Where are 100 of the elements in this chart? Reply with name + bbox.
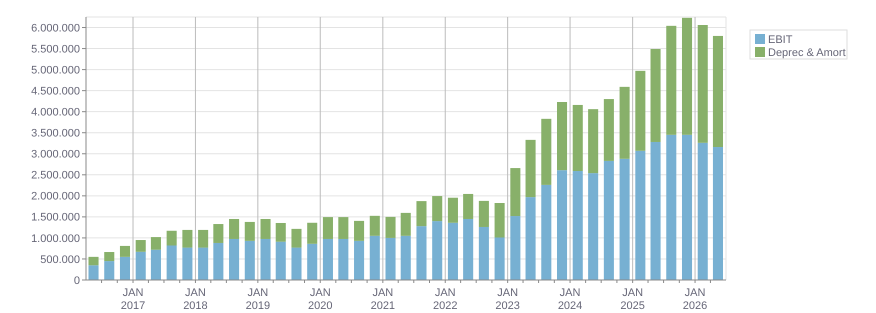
bar <box>588 173 598 280</box>
bar <box>620 86 630 159</box>
bar <box>620 158 630 280</box>
bar <box>322 217 333 239</box>
bar <box>400 236 411 280</box>
y-tick-label: 1.500.000 <box>31 212 80 224</box>
x-tick-label: JAN 2021 <box>370 287 396 312</box>
bar <box>182 248 192 280</box>
bar <box>604 160 614 280</box>
bar <box>370 236 380 280</box>
bar <box>213 224 224 243</box>
bar <box>229 238 240 280</box>
bar <box>276 222 286 242</box>
bar <box>698 24 708 143</box>
x-tick-label: JAN 2025 <box>620 287 645 312</box>
bar <box>682 134 692 280</box>
bar <box>244 222 255 241</box>
x-tick-label: JAN 2022 <box>433 287 458 312</box>
bar <box>432 221 442 280</box>
bar <box>448 198 458 223</box>
bar <box>291 228 302 248</box>
x-tick-label: JAN 2024 <box>558 287 582 312</box>
bar <box>604 99 614 161</box>
bar <box>478 226 489 280</box>
y-tick-label: 2.500.000 <box>31 170 80 182</box>
bar <box>338 238 348 280</box>
legend-label: Deprec & Amort <box>768 46 846 59</box>
y-tick-label: 0 <box>74 274 80 287</box>
bar <box>432 196 442 222</box>
bar <box>526 140 536 198</box>
bar <box>198 230 208 248</box>
bar <box>526 197 536 280</box>
bar <box>572 104 583 172</box>
x-tick-label: JAN 2017 <box>120 287 146 312</box>
bar <box>385 216 396 238</box>
bar <box>307 244 318 280</box>
bar <box>635 70 646 151</box>
bar <box>650 48 661 142</box>
bar <box>120 246 130 257</box>
bar <box>494 238 505 280</box>
bar <box>150 250 161 280</box>
bar <box>88 265 99 280</box>
bar <box>541 184 552 280</box>
bar <box>635 150 646 280</box>
bar <box>244 240 255 280</box>
x-tick-label: JAN 2020 <box>308 287 332 312</box>
bar <box>463 194 474 219</box>
bar <box>556 102 568 170</box>
bar <box>213 242 224 280</box>
bar <box>276 242 286 280</box>
bar <box>463 218 474 280</box>
bar <box>712 147 723 280</box>
x-tick-label: JAN 2023 <box>495 287 520 312</box>
bar <box>182 230 192 248</box>
bar <box>416 201 427 226</box>
y-tick-label: 2.000.000 <box>31 190 80 203</box>
bar <box>416 226 427 280</box>
bar <box>322 238 333 280</box>
x-tick-label: JAN 2018 <box>183 287 208 312</box>
bar <box>650 142 661 280</box>
bar <box>104 261 114 280</box>
bar <box>400 212 411 236</box>
bar <box>556 170 568 280</box>
y-tick-label: 3.500.000 <box>31 128 80 140</box>
bar <box>385 238 396 280</box>
x-tick-label: JAN 2019 <box>246 287 270 312</box>
bar <box>88 256 99 266</box>
bar <box>682 18 692 135</box>
bar <box>698 142 708 280</box>
bar <box>354 220 364 241</box>
bar <box>338 217 348 239</box>
bar <box>307 222 318 244</box>
bar <box>354 240 364 280</box>
bar <box>260 218 271 239</box>
bar <box>541 118 552 185</box>
legend-label: EBIT <box>768 34 793 46</box>
bar <box>712 36 723 148</box>
y-tick-label: 500.000 <box>40 254 80 266</box>
bar <box>666 134 676 280</box>
bar <box>260 238 271 280</box>
bar <box>104 252 114 262</box>
bar <box>291 248 302 280</box>
bar <box>150 237 161 250</box>
y-tick-label: 3.000.000 <box>31 148 80 161</box>
bar <box>478 200 489 227</box>
y-tick-label: 1.000.000 <box>31 232 80 245</box>
y-tick-label: 6.000.000 <box>31 22 80 34</box>
bar <box>370 216 380 236</box>
bar <box>572 171 583 280</box>
y-tick-label: 5.000.000 <box>31 64 80 76</box>
bar <box>198 248 208 280</box>
bar <box>166 245 177 280</box>
bar <box>229 218 240 239</box>
bar <box>510 168 520 216</box>
y-tick-label: 4.000.000 <box>31 106 80 119</box>
bar <box>136 240 146 252</box>
bar <box>494 202 505 238</box>
bar <box>166 230 177 246</box>
x-tick-label: JAN 2026 <box>682 287 708 312</box>
bar <box>448 222 458 280</box>
